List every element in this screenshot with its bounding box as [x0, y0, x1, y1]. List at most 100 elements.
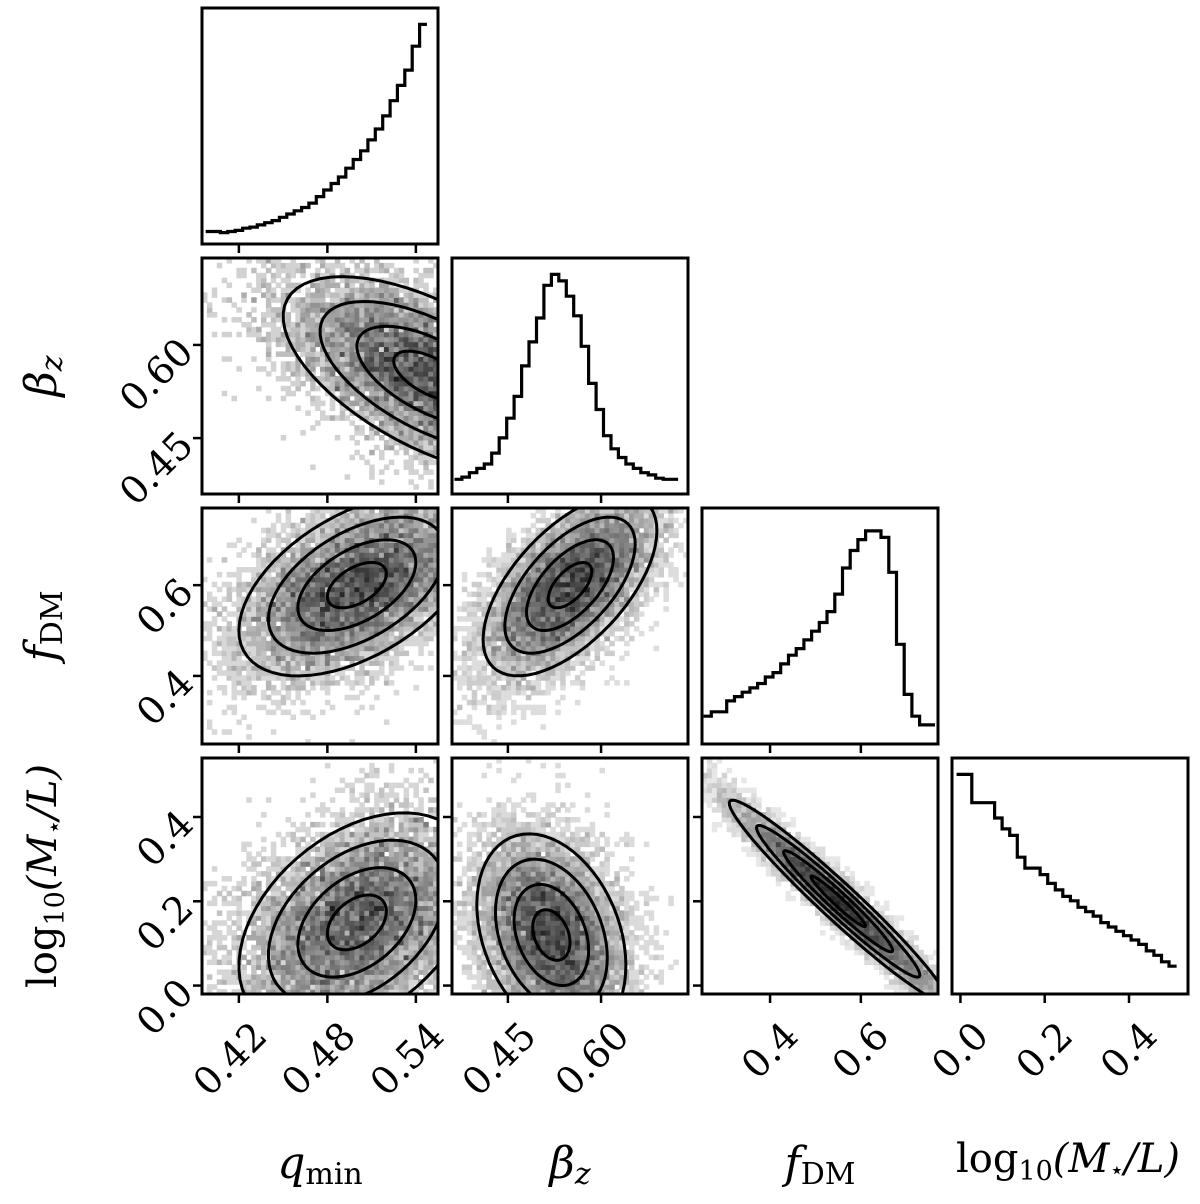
density-cell: [388, 277, 395, 284]
density-cell: [315, 616, 321, 622]
density-cell: [393, 586, 400, 593]
density-cell: [280, 601, 287, 607]
density-cell: [349, 366, 355, 372]
density-cell: [359, 949, 365, 956]
density-cell: [339, 954, 346, 961]
density-cell: [423, 464, 429, 470]
density-cell: [530, 522, 537, 529]
density-cell: [658, 508, 664, 514]
density-cell: [374, 890, 380, 897]
density-cell: [408, 885, 414, 892]
density-cell: [270, 527, 277, 534]
density-cell: [275, 650, 282, 657]
density-cell: [418, 302, 424, 308]
density-cell: [379, 356, 385, 362]
density-cell: [369, 645, 375, 652]
density-cell: [324, 949, 331, 956]
density-cell: [300, 876, 306, 882]
density-cell: [315, 532, 321, 539]
density-cell: [501, 650, 507, 657]
density-cell: [369, 984, 375, 990]
density-cell: [570, 542, 576, 548]
density-cell: [624, 586, 630, 593]
density-cell: [501, 562, 507, 568]
density-cell: [364, 685, 370, 691]
density-cell: [300, 685, 306, 691]
density-cell: [305, 581, 311, 588]
density-cell: [320, 356, 326, 362]
density-cell: [251, 552, 257, 558]
density-cell: [324, 640, 331, 647]
density-cell: [452, 719, 458, 725]
density-cell: [310, 346, 316, 352]
density-cell: [261, 366, 267, 372]
density-cell: [428, 567, 434, 573]
density-cell: [349, 954, 355, 961]
density-cell: [329, 635, 336, 642]
density-cell: [364, 380, 370, 387]
density-cell: [383, 680, 390, 686]
density-cell: [398, 366, 405, 372]
density-cell: [388, 596, 395, 602]
density-cell: [369, 307, 375, 313]
density-cell: [383, 405, 390, 411]
density-cell: [383, 861, 390, 867]
density-cell: [295, 895, 301, 902]
density-cell: [408, 876, 414, 882]
density-cell: [285, 984, 292, 990]
density-cell: [354, 371, 360, 377]
density-cell: [589, 522, 596, 529]
density-cell: [369, 611, 375, 617]
density-cell: [315, 630, 321, 637]
density-cell: [280, 596, 287, 602]
density-cell: [393, 935, 400, 941]
density-cell: [555, 522, 561, 529]
density-cell: [423, 547, 429, 553]
density-cell: [324, 366, 331, 372]
density-cell: [428, 484, 434, 490]
density-cell: [275, 979, 282, 985]
density-cell: [574, 640, 581, 647]
density-cell: [579, 650, 586, 657]
density-cell: [216, 910, 223, 916]
panel-frame: [450, 256, 690, 496]
density-cell: [418, 665, 424, 671]
density-cell: [305, 591, 311, 598]
density-cell: [246, 611, 252, 617]
density-cell: [408, 552, 414, 558]
density-cell: [413, 571, 419, 578]
density-cell: [320, 709, 326, 716]
density-cell: [379, 410, 385, 416]
density-cell: [379, 989, 385, 994]
density-cell: [265, 341, 272, 348]
density-cell: [624, 537, 630, 543]
density-cell: [570, 537, 576, 543]
density-cell: [349, 547, 355, 553]
density-cell: [540, 630, 546, 637]
density-cell: [433, 331, 438, 338]
density-cell: [364, 969, 370, 975]
density-cell: [496, 626, 502, 632]
density-cell: [383, 989, 390, 994]
density-cell: [354, 547, 360, 553]
density-cell: [496, 562, 502, 568]
density-cell: [364, 459, 370, 466]
density-cell: [511, 537, 517, 543]
density-cell: [579, 621, 586, 627]
density-cell: [339, 542, 346, 548]
density-cell: [261, 542, 267, 548]
density-cell: [256, 611, 262, 617]
density-cell: [344, 979, 351, 985]
density-cell: [315, 979, 321, 985]
density-cell: [290, 935, 296, 941]
density-cell: [359, 616, 365, 622]
density-cell: [403, 512, 410, 519]
density-cell: [251, 979, 257, 985]
density-cell: [511, 606, 517, 612]
density-cell: [310, 302, 316, 308]
density-cell: [241, 297, 247, 303]
density-cell: [300, 262, 306, 269]
density-cell: [481, 699, 487, 706]
density-cell: [476, 660, 483, 666]
density-cell: [300, 346, 306, 352]
